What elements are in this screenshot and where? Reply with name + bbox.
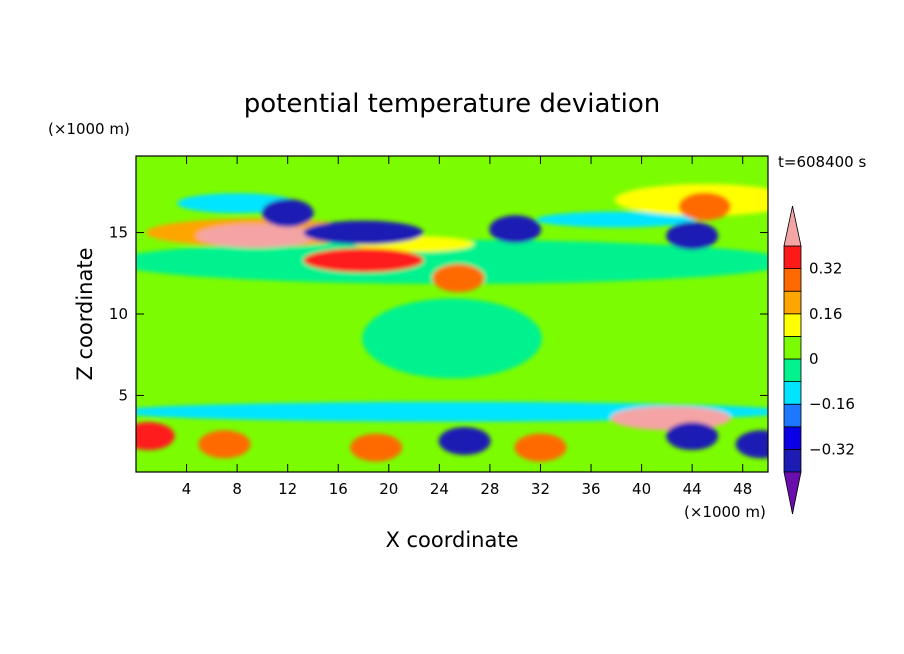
contour-feature [735,430,768,459]
contour-feature [489,215,542,244]
band-neutral [136,239,768,284]
x-tick-label: 48 [733,480,752,498]
contour-feature [432,264,485,293]
x-tick-label: 4 [182,480,192,498]
contour-feature [678,192,731,221]
contour-field [136,183,768,462]
colorbar-segment [783,290,802,315]
x-tick-label: 12 [278,480,297,498]
band-near-surface-cold [136,401,768,422]
colorbar-tick-label: 0.32 [809,260,842,278]
y-tick-label: 10 [109,305,128,323]
colorbar-segment [783,426,802,450]
x-axis-label: X coordinate [385,528,518,552]
colorbar-tick-label: 0.16 [809,305,842,323]
contour-feature [666,422,719,451]
x-tick-label: 24 [430,480,449,498]
x-tick-label: 44 [683,480,702,498]
contour-feature [196,223,317,248]
region-neutral [362,298,542,379]
colorbar-segment [783,245,802,270]
y-axis: 5 10 15 [109,224,768,404]
contour-feature [438,427,491,456]
plot-area [136,156,768,472]
contour-feature [198,430,251,459]
contour-feature [610,406,731,431]
region-weak-cold [536,211,697,228]
y-tick-label: 5 [118,386,128,404]
x-tick-label: 8 [232,480,242,498]
contour-feature [303,220,424,245]
contour-feature [666,221,719,250]
colorbar-tick-label: −0.16 [809,395,855,413]
x-unit-label: (×1000 m) [684,503,766,521]
x-tick-label: 28 [480,480,499,498]
colorbar-segment [783,313,802,337]
colorbar-top-arrow [783,205,802,247]
chart-title: potential temperature deviation [244,89,660,119]
contour-feature [350,433,403,462]
x-tick-label: 36 [581,480,600,498]
y-tick-label: 15 [109,224,128,242]
x-axis: 4 8 12 16 20 24 28 32 36 40 44 48 [182,156,752,498]
x-tick-label: 16 [329,480,348,498]
colorbar-tick-label: 0 [809,350,819,368]
colorbar-segment [783,268,802,292]
colorbar-segment [783,381,802,405]
x-tick-label: 20 [379,480,398,498]
contour-feature [514,433,567,462]
y-unit-label: (×1000 m) [48,120,130,138]
colorbar: 0.32 0.16 0 −0.16 −0.32 [783,205,855,515]
colorbar-tick-label: −0.32 [809,440,855,458]
x-tick-label: 32 [531,480,550,498]
colorbar-segment [783,448,802,473]
y-axis-label: Z coordinate [73,247,97,380]
contour-feature [303,248,424,273]
contour-feature [261,199,314,228]
colorbar-bottom-arrow [783,471,802,515]
colorbar-segment [783,358,802,383]
x-tick-label: 40 [632,480,651,498]
colorbar-segment [783,335,802,360]
time-label: t=608400 s [778,153,866,171]
colorbar-segment [783,403,802,428]
contour-feature [136,422,175,451]
